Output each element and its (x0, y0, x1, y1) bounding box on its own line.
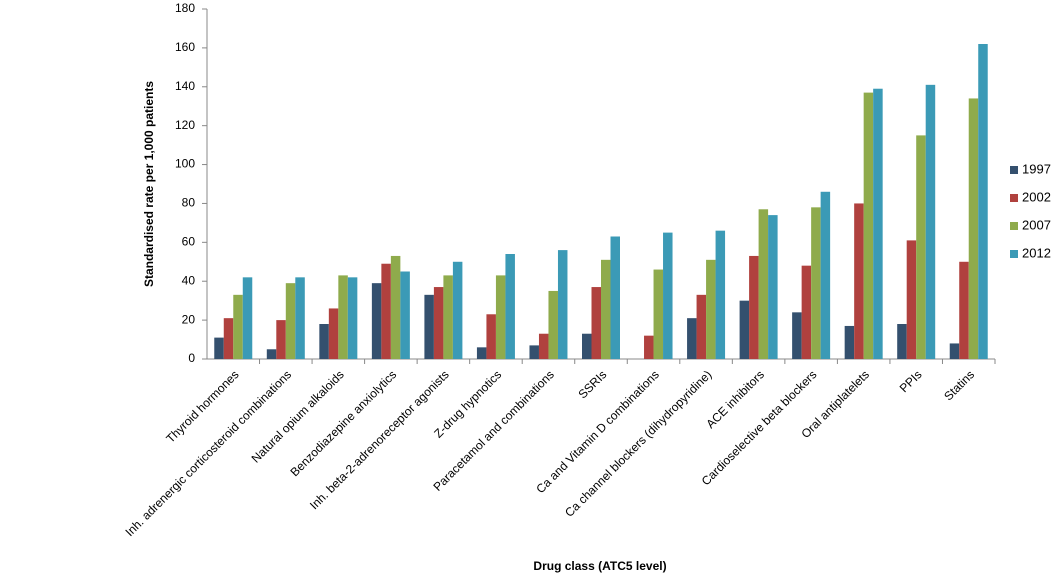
bar (347, 277, 358, 359)
bar (696, 294, 707, 359)
bar (792, 312, 802, 359)
bar (371, 283, 382, 359)
bar (959, 261, 969, 359)
legend-label: 1997 (1022, 161, 1051, 176)
bar (739, 300, 750, 359)
y-tick-label: 60 (182, 235, 196, 249)
bar (644, 335, 654, 359)
bar (400, 271, 410, 359)
bar (820, 191, 831, 359)
bar (706, 259, 716, 359)
bar (233, 294, 243, 359)
bar (801, 265, 812, 359)
bar (548, 290, 558, 359)
legend-swatch (1010, 194, 1018, 202)
y-tick-label: 120 (175, 118, 195, 132)
bar (968, 98, 979, 359)
bar (557, 250, 568, 359)
bar (424, 294, 434, 359)
y-tick-label: 160 (175, 40, 195, 54)
bar (715, 230, 726, 359)
y-tick-label: 40 (182, 273, 196, 287)
bar (529, 345, 539, 359)
y-tick-label: 0 (188, 351, 195, 365)
y-tick-label: 100 (175, 157, 195, 171)
bar (925, 84, 936, 359)
legend-swatch (1010, 166, 1018, 174)
bar (452, 261, 463, 359)
bar (978, 44, 988, 359)
bar (863, 92, 874, 359)
bar (505, 254, 515, 359)
x-tick-label: PPIs (897, 367, 925, 395)
bar (687, 318, 697, 359)
bar (295, 277, 305, 359)
bar (319, 324, 329, 359)
bar (338, 275, 348, 359)
bar (758, 209, 769, 359)
bar (276, 320, 286, 359)
bar (749, 255, 759, 359)
x-tick-label: SSRIs (575, 367, 609, 401)
bar (844, 325, 855, 359)
bar (390, 255, 401, 359)
bar (906, 240, 917, 359)
bar (266, 349, 277, 359)
bar (610, 236, 620, 359)
bar (495, 275, 506, 359)
bar (433, 287, 444, 359)
bar (381, 263, 391, 359)
bar (663, 232, 673, 359)
bar (897, 324, 907, 359)
bar (768, 215, 778, 359)
x-tick-label: Natural opium alkaloids (249, 367, 347, 465)
bar (653, 269, 664, 359)
bar (854, 203, 864, 359)
y-tick-label: 80 (182, 196, 196, 210)
bar (916, 135, 926, 359)
bar (285, 283, 296, 359)
bar (443, 275, 453, 359)
bar (223, 318, 234, 359)
legend-label: 2007 (1022, 217, 1051, 232)
bar (328, 308, 339, 359)
bar (601, 259, 611, 359)
bar (242, 277, 253, 359)
bar (538, 333, 549, 359)
x-tick-label: Statins (941, 367, 977, 403)
y-tick-label: 140 (175, 79, 195, 93)
bar (591, 287, 601, 359)
bar (873, 88, 883, 359)
y-axis-title: Standardised rate per 1,000 patients (142, 81, 156, 287)
x-axis-title: Drug class (ATC5 level) (533, 559, 666, 573)
legend-swatch (1010, 250, 1018, 258)
legend-label: 2002 (1022, 189, 1051, 204)
bar (486, 314, 496, 359)
y-tick-label: 20 (182, 312, 196, 326)
bar (582, 333, 592, 359)
legend-swatch (1010, 222, 1018, 230)
bar (949, 343, 960, 359)
legend-label: 2012 (1022, 245, 1051, 260)
bar (214, 337, 224, 359)
bar (476, 347, 487, 359)
y-tick-label: 180 (175, 1, 195, 15)
x-tick-label: Benzodiazepine anxiolytics (287, 367, 399, 479)
bar (811, 207, 821, 359)
